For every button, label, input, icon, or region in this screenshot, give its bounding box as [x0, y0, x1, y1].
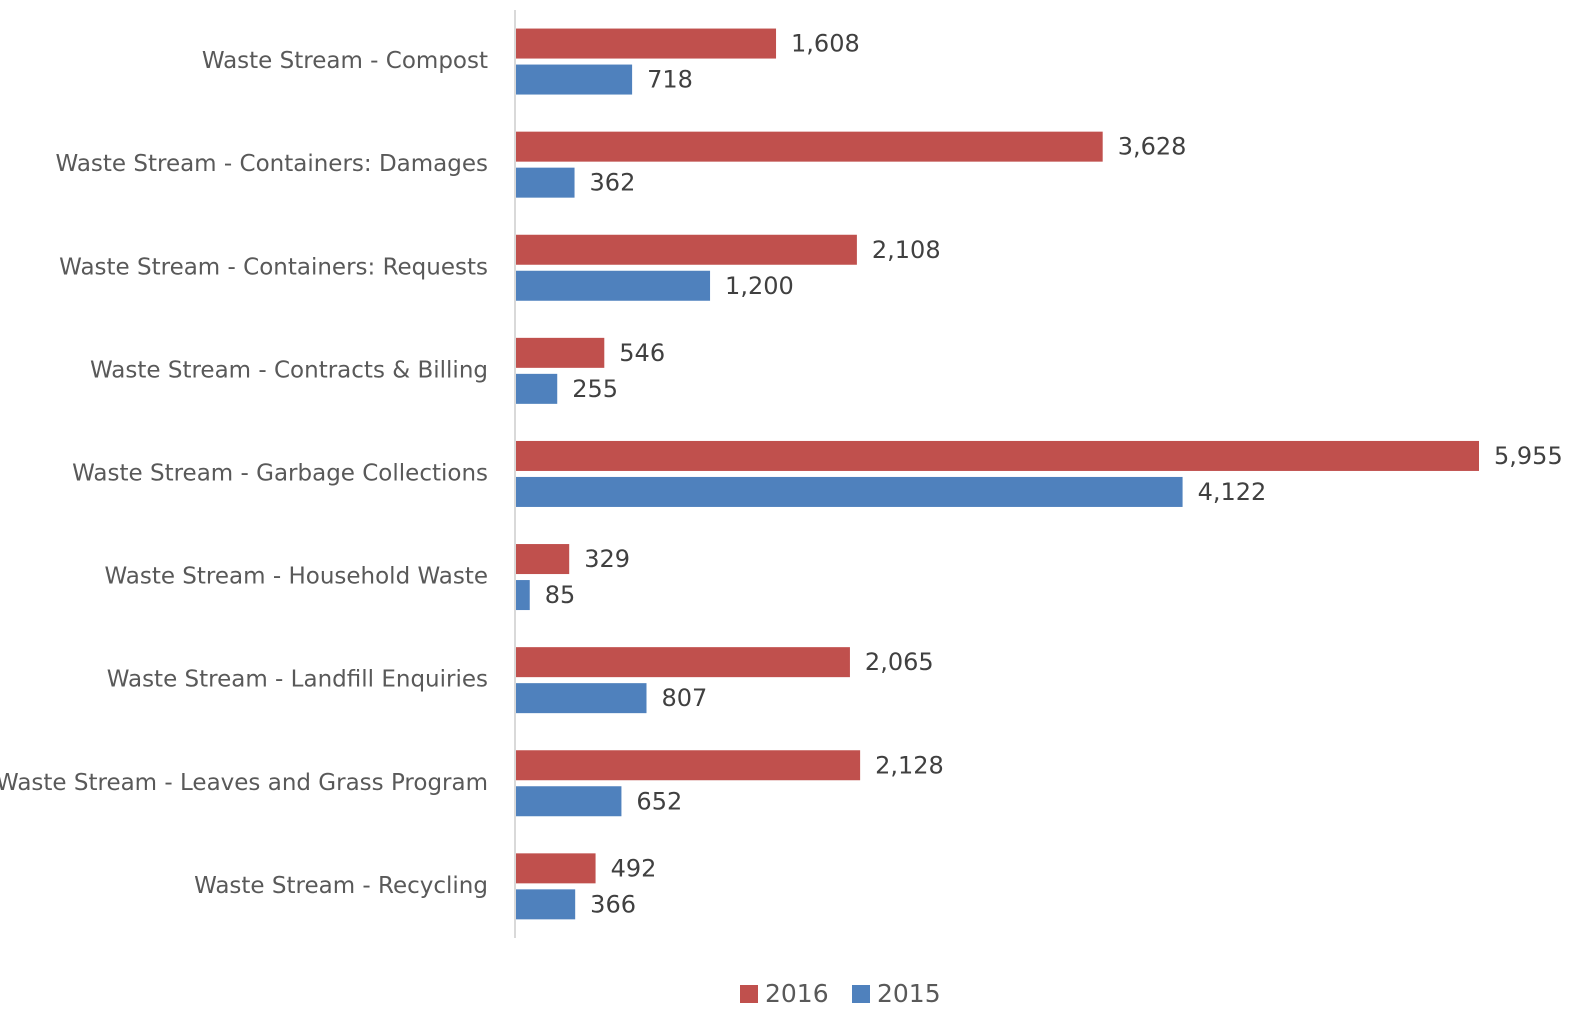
category-label: Waste Stream - Landfill Enquiries — [107, 667, 488, 693]
data-label: 3,628 — [1118, 133, 1187, 161]
bar — [516, 64, 633, 95]
data-label: 2,128 — [875, 751, 944, 779]
bar — [516, 234, 857, 265]
bar — [516, 853, 596, 884]
bar — [516, 167, 575, 198]
data-label: 546 — [619, 339, 665, 367]
data-label: 1,608 — [791, 30, 860, 58]
bar — [516, 131, 1103, 162]
data-label: 4,122 — [1198, 478, 1267, 506]
bar — [516, 683, 647, 714]
data-label: 329 — [584, 545, 630, 573]
category-label: Waste Stream - Recycling — [194, 873, 488, 899]
category-label: Waste Stream - Garbage Collections — [72, 460, 488, 486]
category-label: Waste Stream - Compost — [202, 48, 488, 74]
data-label: 5,955 — [1494, 442, 1563, 470]
data-label: 652 — [636, 787, 682, 815]
data-label: 366 — [590, 890, 636, 918]
data-label: 1,200 — [725, 272, 794, 300]
category-label: Waste Stream - Leaves and Grass Program — [0, 770, 488, 796]
data-label: 718 — [647, 66, 693, 94]
legend-label: 2016 — [765, 979, 829, 1008]
bar — [516, 889, 576, 920]
legend-label: 2015 — [877, 979, 941, 1008]
legend-swatch — [852, 985, 870, 1003]
category-label: Waste Stream - Household Waste — [104, 564, 488, 590]
legend-swatch — [740, 985, 758, 1003]
bar — [516, 476, 1183, 507]
data-label: 807 — [662, 684, 708, 712]
data-label: 492 — [611, 854, 657, 882]
bar — [516, 580, 530, 611]
category-label: Waste Stream - Containers: Requests — [59, 254, 488, 280]
data-label: 85 — [545, 581, 576, 609]
bar — [516, 373, 558, 404]
bar — [516, 270, 711, 301]
bar — [516, 544, 570, 575]
data-label: 2,108 — [872, 236, 941, 264]
data-label: 255 — [572, 375, 618, 403]
bar — [516, 28, 777, 59]
bar — [516, 786, 622, 817]
bar — [516, 647, 850, 678]
bar — [516, 337, 605, 368]
bar — [516, 440, 1479, 471]
category-label: Waste Stream - Containers: Damages — [56, 151, 488, 177]
data-label: 362 — [590, 169, 636, 197]
data-label: 2,065 — [865, 648, 934, 676]
category-label: Waste Stream - Contracts & Billing — [90, 357, 488, 383]
bar — [516, 750, 861, 781]
